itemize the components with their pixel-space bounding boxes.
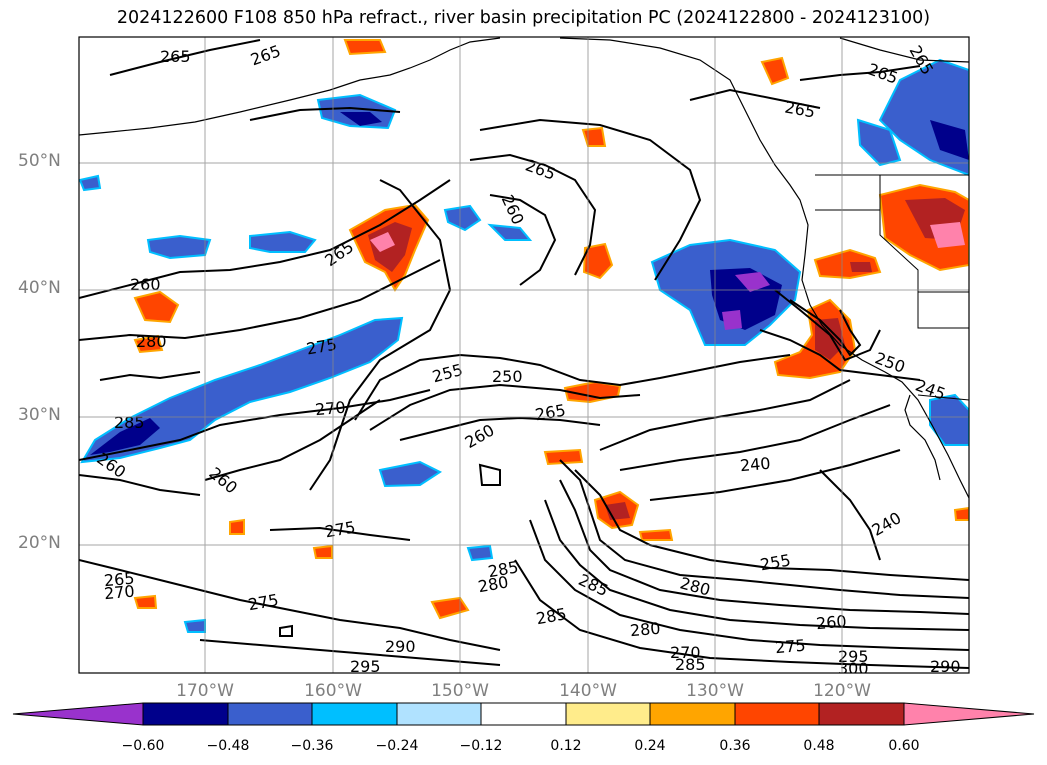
colorbar-tick-label: −0.60 xyxy=(121,738,165,754)
colorbar-segment xyxy=(565,702,651,726)
anomaly-blob xyxy=(430,596,470,620)
anomaly-blob xyxy=(79,174,102,192)
colorbar-segment xyxy=(818,702,905,726)
contour-label: 295 xyxy=(350,657,381,676)
colorbar-segment xyxy=(649,702,736,726)
lon-label-150w: 150°W xyxy=(431,681,489,701)
lat-label-40n: 40°N xyxy=(18,278,61,298)
colorbar-segment xyxy=(142,702,229,726)
refractivity-contours xyxy=(79,39,969,669)
contour-label: 285 xyxy=(675,655,706,674)
map-frame xyxy=(78,36,970,674)
colorbar-tick-label: 0.36 xyxy=(719,738,751,754)
anomaly-blob xyxy=(133,594,158,609)
anomaly-blob xyxy=(543,448,584,466)
lon-label-170w: 170°W xyxy=(176,681,234,701)
anomaly-blob xyxy=(133,334,164,354)
colorbar-tick-label: −0.48 xyxy=(206,738,250,754)
anomaly-blob xyxy=(760,56,790,86)
colorbar-tick-label: 0.60 xyxy=(888,738,920,754)
colorbar-extend-min xyxy=(12,702,144,726)
colorbar-tick-label: 0.24 xyxy=(634,738,666,754)
colorbar-segment xyxy=(396,702,482,726)
anomaly-blob xyxy=(146,234,212,260)
contour-label: 265 xyxy=(160,47,191,66)
contour-label: 250 xyxy=(492,367,523,386)
lat-label-50n: 50°N xyxy=(18,151,61,171)
colorbar-segment xyxy=(311,702,398,726)
colorbar-tick-label: −0.36 xyxy=(290,738,334,754)
colorbar xyxy=(12,702,1035,726)
anomaly-blob xyxy=(183,618,206,633)
gridlines xyxy=(79,37,969,673)
contour-label: 270 xyxy=(103,582,135,604)
contour-label: 265 xyxy=(103,569,135,591)
contour-label: 270 xyxy=(314,398,346,420)
anomaly-blob xyxy=(953,506,969,521)
extreme-negative-regions xyxy=(722,272,770,330)
lon-label-120w: 120°W xyxy=(813,681,871,701)
anomaly-blob xyxy=(487,223,533,241)
lat-label-30n: 30°N xyxy=(18,405,61,425)
colorbar-tick-label: 0.12 xyxy=(550,738,582,754)
anomaly-blob xyxy=(343,39,387,56)
contour-label: 260 xyxy=(815,612,847,634)
anomaly-blob xyxy=(133,290,180,324)
contour-label: 240 xyxy=(739,454,771,476)
colorbar-extend-max xyxy=(903,702,1035,726)
anomaly-blob xyxy=(581,126,607,147)
colorbar-segment xyxy=(480,702,567,726)
contour-label: 290 xyxy=(930,657,961,676)
contour-label: 260 xyxy=(130,275,161,294)
contour-label: 295 xyxy=(838,647,869,666)
lon-label-140w: 140°W xyxy=(559,681,617,701)
contour-label: 280 xyxy=(136,332,167,351)
anomaly-blob xyxy=(929,393,969,446)
anomaly-blob xyxy=(582,242,614,280)
colorbar-segment xyxy=(227,702,313,726)
anomaly-blob xyxy=(249,230,317,253)
contour-label: 270 xyxy=(670,643,701,662)
anomaly-blob xyxy=(466,544,494,562)
anomaly-blob xyxy=(443,204,482,232)
map-content: 265 265 265 265 265 265 260 265 260 280 … xyxy=(79,37,969,678)
coastlines xyxy=(79,37,969,499)
anomaly-blob xyxy=(312,544,333,559)
lon-label-160w: 160°W xyxy=(304,681,362,701)
colorbar-tick-label: −0.24 xyxy=(375,738,419,754)
colorbar-tick-label: −0.12 xyxy=(459,738,503,754)
anomaly-blob xyxy=(378,460,443,488)
anomaly-blob xyxy=(638,528,674,541)
contour-label: 300 xyxy=(838,659,869,678)
lat-label-20n: 20°N xyxy=(18,533,61,553)
borders xyxy=(815,174,969,401)
lon-label-130w: 130°W xyxy=(686,681,744,701)
colorbar-tick-label: 0.48 xyxy=(803,738,835,754)
anomaly-blob xyxy=(229,518,245,535)
colorbar-segment xyxy=(734,702,820,726)
contour-label: 280 xyxy=(629,619,661,641)
map-title: 2024122600 F108 850 hPa refract., river … xyxy=(116,8,931,28)
contour-label: 290 xyxy=(385,637,416,656)
contour-label: 275 xyxy=(774,636,806,658)
anomaly-blob xyxy=(80,316,404,464)
contour-label: 285 xyxy=(114,413,145,432)
extreme-positive-regions xyxy=(370,222,965,252)
